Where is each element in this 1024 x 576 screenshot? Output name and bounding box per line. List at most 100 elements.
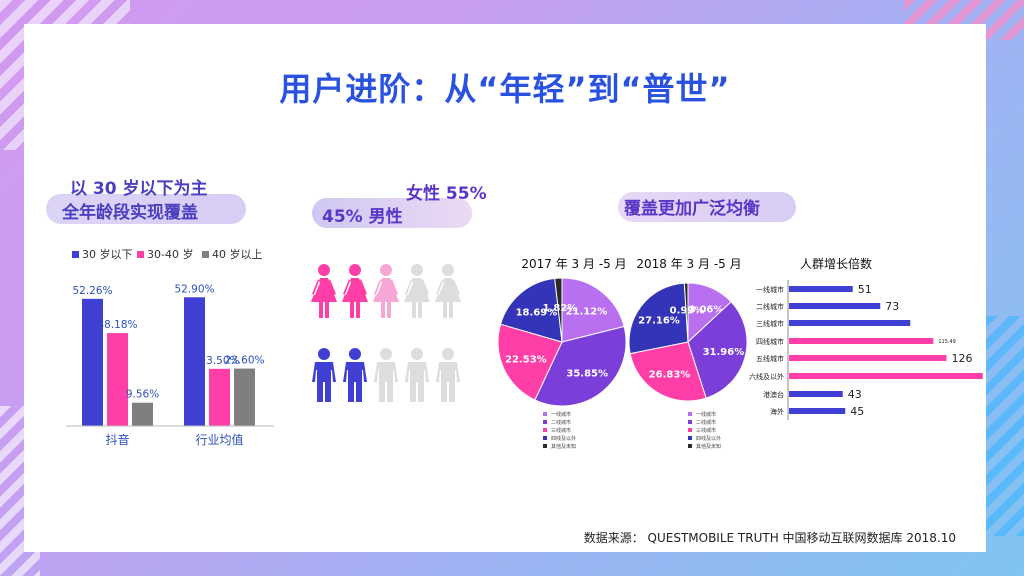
- growth-category-label: 四线城市: [756, 337, 784, 346]
- pie-slice-label: 35.85%: [566, 369, 608, 380]
- pie-legend-swatch: [543, 428, 547, 432]
- pie-legend-label: 三线城市: [696, 427, 716, 434]
- bar-value-label: 38.18%: [97, 319, 137, 331]
- pie-legend-label: 三线城市: [551, 427, 571, 434]
- pie-legend-label: 一线城市: [551, 411, 571, 418]
- pie-slice-label: 13.06%: [682, 304, 724, 315]
- male-figure: [436, 348, 460, 402]
- bar: [234, 368, 255, 426]
- growth-value-label: 51: [858, 283, 872, 296]
- pie-legend-swatch: [688, 420, 692, 424]
- category-label: 行业均值: [195, 432, 243, 447]
- growth-bar: [789, 286, 853, 292]
- pie-legend-swatch: [543, 436, 547, 440]
- legend-label: 30 岁以下: [82, 247, 133, 261]
- category-label: 抖音: [105, 432, 129, 447]
- pie-slice-label: 21.12%: [566, 307, 608, 318]
- female-figure: [311, 264, 337, 318]
- coverage-heading-pill: [618, 192, 796, 222]
- pie-title: 2018 年 3 月 -5 月: [636, 257, 741, 271]
- pie-slice: [687, 301, 748, 399]
- pie-legend-label: 其他及未知: [696, 443, 721, 450]
- growth-value-label: 126: [952, 352, 973, 365]
- growth-value-label: 115.49: [938, 339, 956, 345]
- page-title: 用户进阶：从“年轻”到“普世”: [279, 70, 731, 108]
- growth-value-label: 73: [885, 300, 899, 313]
- growth-category-label: 二线城市: [756, 302, 784, 311]
- growth-bar: [789, 373, 983, 379]
- bar-value-label: 23.50%: [199, 355, 239, 367]
- pie-slice: [534, 325, 627, 407]
- pie-legend-swatch: [543, 444, 547, 448]
- pie-slice-label: 27.16%: [638, 316, 680, 327]
- bar: [209, 368, 230, 426]
- bar: [132, 402, 153, 426]
- pie-slice-label: 31.96%: [703, 347, 745, 358]
- growth-value-label: 43: [848, 388, 862, 401]
- pie-slice-label: 18.69%: [516, 308, 558, 319]
- legend-swatch: [137, 251, 144, 258]
- coverage-heading: 覆盖更加广泛均衡: [624, 199, 760, 219]
- pie-slice: [554, 277, 563, 343]
- pie-slice: [629, 341, 707, 402]
- legend-label: 40 岁以上: [212, 247, 263, 261]
- pie-slice: [628, 282, 689, 355]
- age-heading-line2: 全年龄段实现覆盖: [62, 203, 198, 223]
- pie-slice: [499, 277, 563, 343]
- female-figure: [342, 264, 368, 318]
- growth-bar: [789, 355, 947, 361]
- pie-legend-label: 二线城市: [551, 419, 571, 426]
- pie-legend-swatch: [543, 412, 547, 416]
- bar-value-label: 9.56%: [126, 389, 159, 401]
- bar-value-label: 52.26%: [72, 285, 112, 297]
- legend-label: 30-40 岁: [147, 247, 193, 261]
- legend-swatch: [202, 251, 209, 258]
- pie-title: 2017 年 3 月 -5 月: [521, 257, 626, 271]
- pie-slice-label: 26.83%: [649, 370, 691, 381]
- pie-legend-swatch: [688, 444, 692, 448]
- growth-category-label: 五线城市: [756, 354, 784, 363]
- female-share-label: 女性 55%: [406, 184, 487, 204]
- growth-category-label: 三线城市: [756, 319, 784, 328]
- content-card: 用户进阶：从“年轻”到“普世” 以 30 岁以下为主 全年龄段实现覆盖 女性 5…: [24, 24, 986, 552]
- female-figure: [435, 264, 461, 318]
- pie-legend-label: 四线及以外: [551, 435, 576, 442]
- growth-category-label: 海外: [770, 407, 784, 416]
- bar: [82, 298, 103, 426]
- male-figure: [405, 348, 429, 402]
- male-figure: [312, 348, 336, 402]
- pie-slice-label: 0.99%: [670, 306, 705, 317]
- bar: [107, 333, 128, 426]
- pie-slice: [561, 277, 625, 343]
- growth-category-label: 港澳台: [763, 390, 784, 399]
- growth-value-label: 45: [850, 405, 864, 418]
- male-figure: [374, 348, 398, 402]
- data-source: 数据来源： QUESTMOBILE TRUTH 中国移动互联网数据库 2018.…: [583, 531, 956, 545]
- pie-slice-label: 1.82%: [543, 303, 578, 314]
- growth-bar: [789, 391, 843, 397]
- bar-value-label: 52.90%: [174, 283, 214, 295]
- pie-legend-label: 其他及未知: [551, 443, 576, 450]
- pie-legend-label: 二线城市: [696, 419, 716, 426]
- growth-category-label: 一线城市: [756, 285, 784, 294]
- gender-heading-pill: [312, 198, 472, 228]
- growth-chart-title: 人群增长倍数: [800, 256, 872, 271]
- growth-bar: [789, 338, 934, 344]
- pie-legend-swatch: [688, 436, 692, 440]
- pie-legend-swatch: [688, 428, 692, 432]
- pie-legend-swatch: [688, 412, 692, 416]
- male-figure: [343, 348, 367, 402]
- female-figure: [404, 264, 430, 318]
- pie-slice-label: 22.53%: [505, 354, 547, 365]
- pie-legend-swatch: [543, 420, 547, 424]
- growth-bar: [789, 320, 911, 326]
- legend-swatch: [72, 251, 79, 258]
- growth-bar: [789, 408, 846, 414]
- pie-slice: [497, 323, 563, 401]
- male-share-label: 45% 男性: [322, 207, 403, 227]
- bar-value-label: 23.60%: [224, 355, 264, 367]
- bar: [184, 297, 205, 426]
- pie-slice: [683, 282, 689, 343]
- age-heading-line1: 以 30 岁以下为主: [70, 179, 208, 199]
- growth-bar: [789, 303, 881, 309]
